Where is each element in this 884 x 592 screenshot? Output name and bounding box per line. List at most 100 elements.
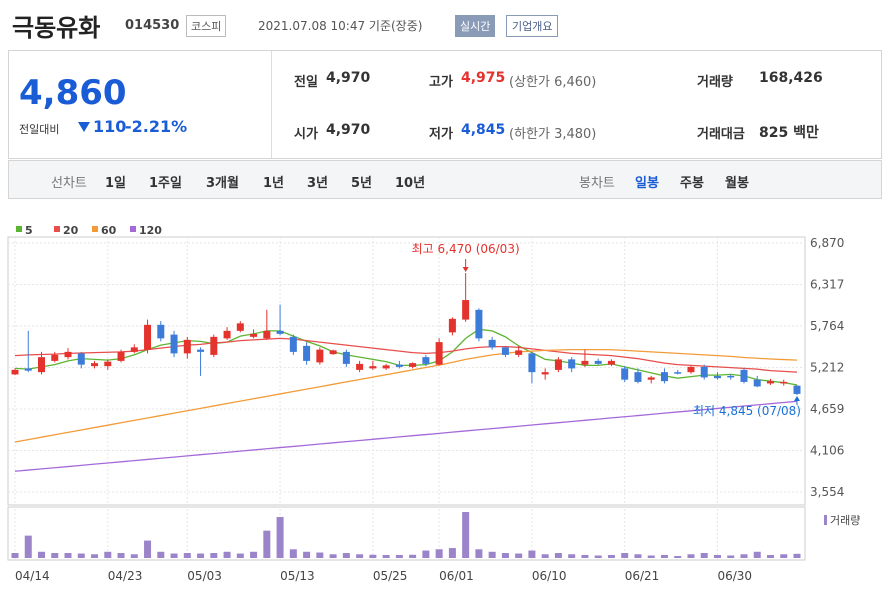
tab[interactable]: 1일 — [105, 176, 127, 191]
item-label: 거래대금 — [697, 127, 745, 142]
volume-bar — [766, 555, 774, 558]
candle-body — [488, 339, 496, 348]
x-tick-label: 06/10 — [532, 569, 567, 583]
candle-body — [117, 351, 125, 361]
tab[interactable]: 1년 — [263, 176, 285, 191]
volume-bar — [236, 553, 244, 558]
item-label: 전일 — [294, 75, 318, 90]
volume-bar — [104, 551, 112, 558]
volume-bar — [647, 555, 655, 558]
volume-bar — [117, 553, 125, 558]
price: 4,860 — [19, 73, 127, 113]
price-frame — [7, 236, 806, 506]
annotation-arrowhead — [794, 396, 800, 402]
candle-body — [607, 360, 615, 365]
item-value: 4,845 — [461, 122, 506, 138]
timestamp: 2021.07.08 10:47 기준(장중) — [258, 19, 423, 33]
item-label: 시가 — [294, 127, 318, 142]
stock-name: 극동유화 — [12, 14, 101, 42]
candle-body — [11, 369, 19, 375]
candle-body — [24, 368, 32, 371]
candle-body — [793, 385, 801, 394]
candle-body — [766, 381, 774, 384]
volume-bar — [197, 553, 205, 558]
candle-body — [342, 351, 350, 364]
volume-bar — [607, 555, 615, 558]
candle-body — [77, 353, 85, 365]
candle-body — [740, 369, 748, 382]
tab[interactable]: 일봉 — [635, 176, 659, 191]
volume-bar — [621, 553, 629, 558]
candle-body — [276, 330, 284, 334]
realtime-button[interactable]: 실시간 — [455, 15, 496, 37]
tab[interactable]: 5년 — [351, 176, 373, 191]
volume-bar — [64, 553, 72, 558]
volume-bar — [183, 553, 191, 558]
candle-body — [515, 350, 523, 355]
volume-bar — [488, 551, 496, 558]
volume-bar — [395, 555, 403, 558]
candle-body — [263, 330, 271, 339]
legend-swatch — [16, 226, 22, 232]
ma-line — [14, 337, 798, 373]
tab[interactable]: 1주일 — [149, 176, 182, 191]
tab[interactable]: 3개월 — [206, 176, 239, 191]
x-tick-label: 06/21 — [625, 569, 660, 583]
candle-body — [223, 330, 231, 339]
company-button[interactable]: 기업개요 — [506, 15, 559, 37]
tab[interactable]: 월봉 — [725, 176, 749, 191]
volume-bar — [77, 553, 85, 558]
candle-body — [713, 375, 721, 379]
candle-body — [236, 323, 244, 331]
volume-bar — [250, 551, 258, 558]
volume-bar — [541, 554, 549, 558]
volume-bar — [170, 553, 178, 558]
candle-body — [422, 357, 430, 364]
candle-body — [38, 357, 46, 373]
tab[interactable]: 주봉 — [680, 176, 704, 191]
volume-bar — [554, 553, 562, 558]
candle-body — [462, 300, 470, 320]
candle-body — [316, 349, 324, 363]
volume-frame — [7, 506, 806, 561]
candle-body — [130, 347, 138, 352]
tab[interactable]: 10년 — [395, 176, 426, 191]
legend-label: 20 — [63, 224, 79, 237]
volume-bar — [515, 553, 523, 558]
candle-body — [594, 360, 602, 364]
x-tick-label: 04/23 — [108, 569, 143, 583]
candle-body — [621, 368, 629, 380]
x-tick-label: 05/13 — [280, 569, 315, 583]
item-value: 168,426 — [759, 70, 823, 86]
volume-bar — [634, 554, 642, 558]
candle-body — [647, 377, 655, 380]
down-icon — [78, 122, 90, 132]
volume-bar — [594, 555, 602, 558]
candle-body — [687, 366, 695, 373]
candle-body — [674, 372, 682, 374]
candle-body — [356, 363, 364, 370]
volume-bar — [329, 554, 337, 558]
y-tick-label: 4,106 — [810, 444, 844, 458]
volume-bar — [276, 516, 284, 558]
volume-bar — [727, 555, 735, 558]
x-tick-label: 05/25 — [373, 569, 408, 583]
legend-swatch — [130, 226, 136, 232]
candle-body — [634, 372, 642, 382]
x-tick-label: 04/14 — [15, 569, 50, 583]
annotation: 최저 4,845 (07/08) — [693, 404, 801, 418]
candle-body — [409, 363, 417, 367]
candle-body — [91, 363, 99, 367]
y-tick-label: 4,659 — [810, 402, 844, 416]
tab[interactable]: 3년 — [307, 176, 329, 191]
candle-body — [369, 366, 377, 369]
volume-bar — [157, 551, 165, 558]
candle-body — [210, 336, 218, 355]
item-label: 저가 — [429, 127, 453, 142]
candle-body — [554, 359, 562, 370]
ma-line — [14, 348, 798, 443]
candle-body — [581, 360, 589, 365]
volume-bar — [475, 549, 483, 558]
legend-label: 60 — [101, 224, 117, 237]
